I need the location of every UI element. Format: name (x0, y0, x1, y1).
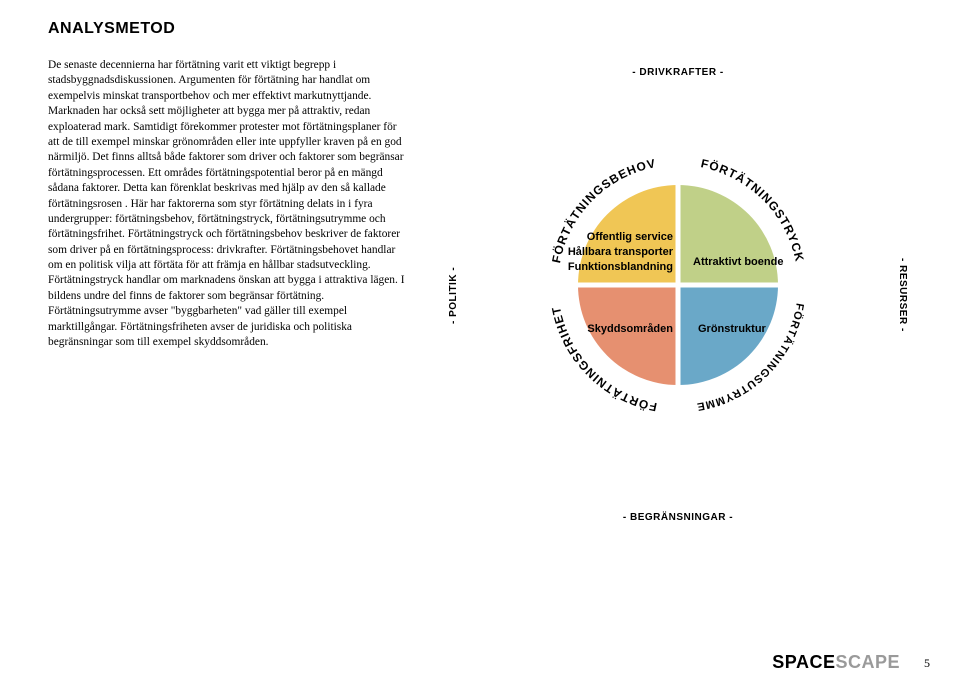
axis-label-right: - RESURSER - (897, 75, 908, 515)
quad-label-br: Grönstruktur (698, 322, 798, 337)
axis-label-top: - DRIVKRAFTER - (458, 67, 898, 78)
axis-label-left: - POLITIK - (448, 75, 459, 515)
footer-logo: SPACESCAPE (772, 652, 900, 673)
quad-label-tr: Attraktivt boende (693, 255, 813, 270)
axis-label-bottom: - BEGRÄNSNINGAR - (458, 512, 898, 523)
diagram-column: - DRIVKRAFTER - - BEGRÄNSNINGAR - - POLI… (438, 20, 920, 667)
quad-tl-line1: Offentlig service (587, 231, 673, 243)
body-paragraph: De senaste decennierna har förtätning va… (48, 58, 408, 350)
quad-label-tl: Offentlig service Hållbara transporter F… (558, 230, 673, 275)
quad-tl-line2: Hållbara transporter (568, 246, 673, 258)
quad-tl-line3: Funktionsblandning (568, 261, 673, 273)
logo-bold: SPACE (772, 652, 835, 672)
quad-label-bl: Skyddsområden (568, 322, 673, 337)
page-number: 5 (924, 656, 930, 671)
page-heading: ANALYSMETOD (48, 20, 408, 38)
logo-light: SCAPE (835, 652, 900, 672)
quadrant-circle-svg: FÖRTÄTNINGSBEHOV FÖRTÄTNINGSTRYCK FÖRTÄT… (518, 125, 838, 445)
circle-chart: FÖRTÄTNINGSBEHOV FÖRTÄTNINGSTRYCK FÖRTÄT… (518, 125, 838, 445)
fortatningsrosen-diagram: - DRIVKRAFTER - - BEGRÄNSNINGAR - - POLI… (458, 75, 898, 515)
text-column: ANALYSMETOD De senaste decennierna har f… (48, 20, 408, 667)
